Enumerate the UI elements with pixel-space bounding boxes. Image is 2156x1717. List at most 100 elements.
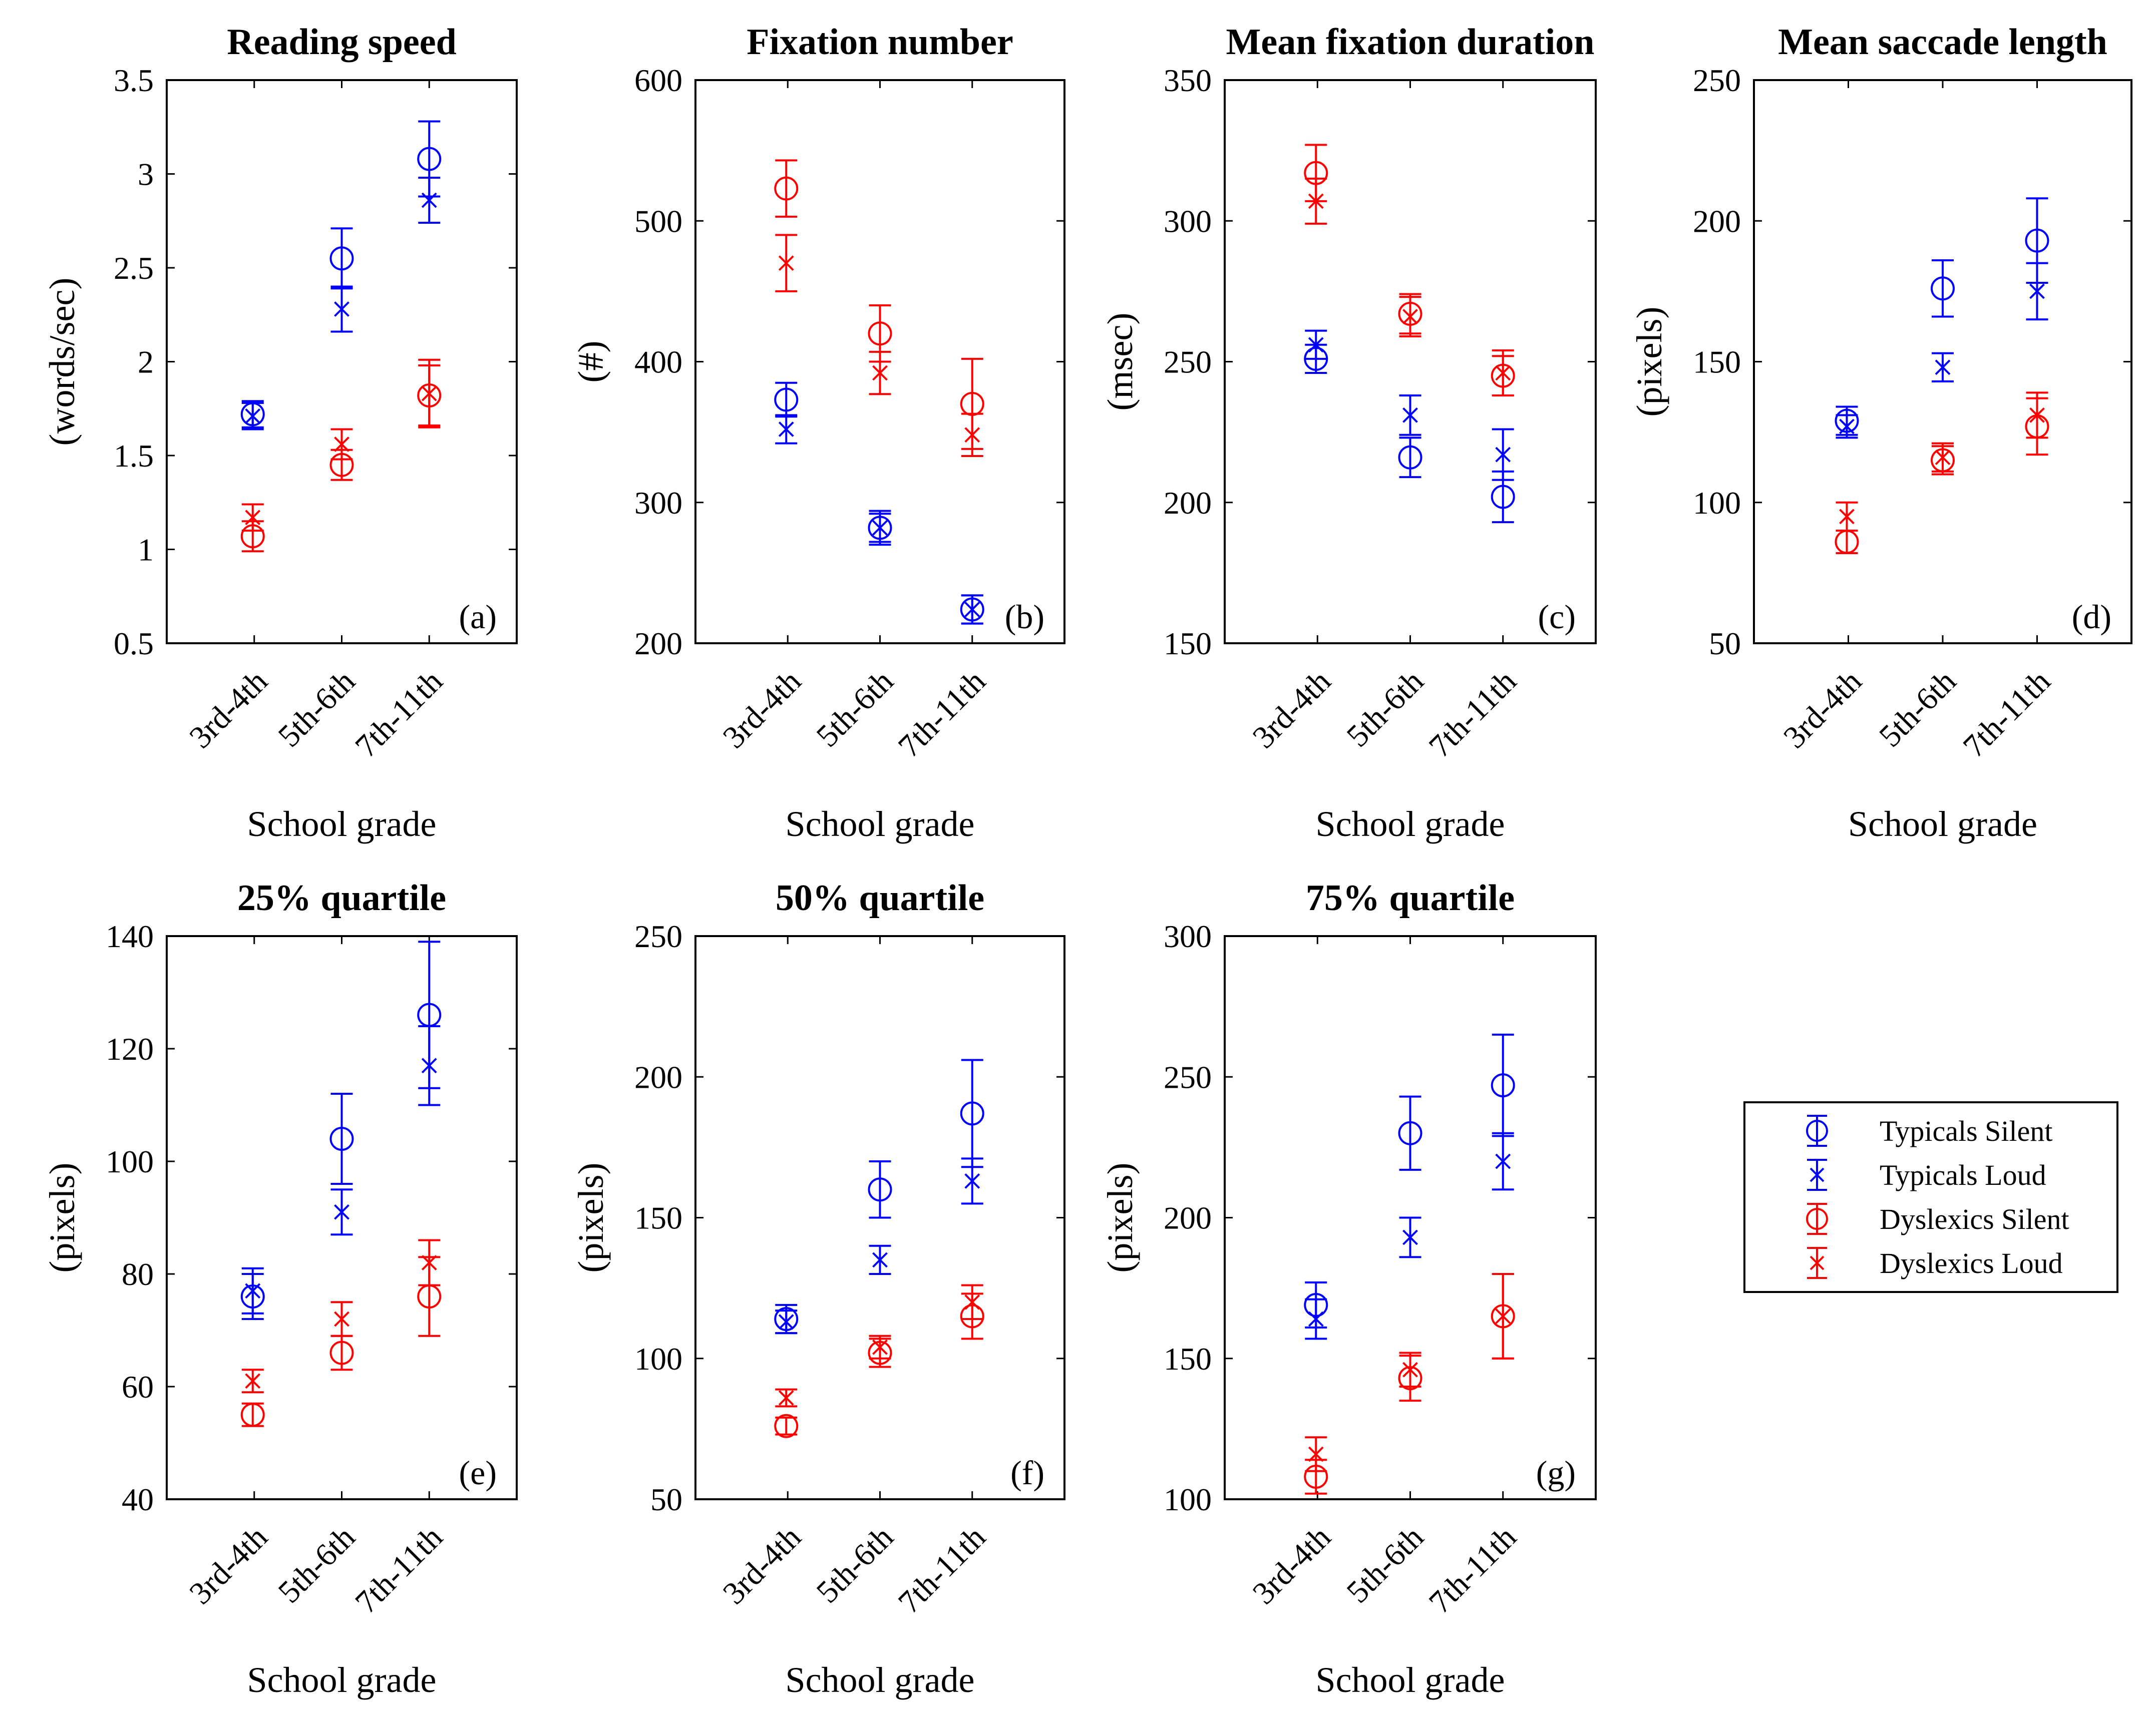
circle-marker bbox=[329, 1127, 354, 1151]
data-point bbox=[961, 1284, 983, 1320]
x-tick-label: 7th-11th bbox=[1422, 1519, 1523, 1620]
legend-label: Typicals Loud bbox=[1880, 1159, 2046, 1191]
panel-5: 25% quartile 40 60 80 100 120 140 3rd-4th5th-6t… bbox=[42, 878, 518, 1700]
x-marker-stroke bbox=[872, 520, 888, 536]
data-point bbox=[241, 402, 264, 431]
data-point bbox=[1491, 1033, 1515, 1137]
circle-marker bbox=[2025, 228, 2049, 253]
x-marker-stroke bbox=[1402, 1229, 1418, 1245]
x-tick-label: 5th-6th bbox=[271, 663, 362, 754]
data-point bbox=[329, 227, 354, 290]
data-point bbox=[868, 1160, 892, 1219]
circle-marker bbox=[329, 1341, 354, 1365]
legend-label: Typicals Silent bbox=[1880, 1115, 2053, 1147]
data-point bbox=[1305, 1436, 1327, 1472]
x-marker-stroke bbox=[778, 255, 794, 271]
x-tick-label: 3rd-4th bbox=[182, 1519, 274, 1611]
x-marker-stroke bbox=[245, 408, 261, 424]
x-marker-stroke bbox=[245, 1283, 261, 1299]
y-tick-label: 100 bbox=[106, 1144, 154, 1179]
x-marker-stroke bbox=[872, 1339, 888, 1355]
circle-marker bbox=[1398, 445, 1422, 470]
data-point bbox=[241, 503, 264, 532]
panel-letter: (f) bbox=[1010, 1454, 1044, 1492]
panel-title: 25% quartile bbox=[237, 878, 446, 919]
data-point bbox=[1835, 530, 1859, 554]
data-point bbox=[960, 1059, 984, 1168]
x-axis-label: School grade bbox=[1316, 1660, 1505, 1700]
data-point bbox=[774, 1414, 799, 1438]
x-tick-label: 5th-6th bbox=[1339, 1519, 1430, 1610]
x-marker-stroke bbox=[245, 510, 261, 526]
data-point bbox=[1836, 501, 1858, 532]
circle-marker bbox=[774, 387, 799, 412]
legend-entry: Dyslexics Loud bbox=[1807, 1247, 2063, 1279]
x-axis-label: School grade bbox=[1848, 804, 2037, 844]
y-tick-label: 200 bbox=[1693, 203, 1741, 239]
data-point bbox=[329, 1335, 354, 1371]
panel-6: 50% quartile 50 100 150 200 250 3rd-4th 5th-6th… bbox=[571, 878, 1065, 1700]
data-point bbox=[1932, 352, 1954, 382]
axis-box bbox=[166, 79, 518, 644]
y-tick-label: 500 bbox=[634, 203, 682, 239]
x-tick-label: 3rd-4th bbox=[1776, 663, 1868, 755]
data-point bbox=[1492, 1132, 1514, 1191]
y-tick-label: 1.5 bbox=[114, 438, 154, 474]
data-point bbox=[330, 285, 353, 333]
x-marker-stroke bbox=[421, 385, 437, 401]
y-tick-label: 300 bbox=[1164, 203, 1212, 239]
y-tick-label: 400 bbox=[634, 344, 682, 380]
x-tick-label: 3rd-4th bbox=[716, 663, 808, 755]
legend-entry: Typicals Loud bbox=[1807, 1159, 2046, 1191]
x-marker-stroke bbox=[1402, 309, 1418, 324]
data-point bbox=[418, 358, 441, 428]
y-tick-label: 300 bbox=[634, 485, 682, 521]
x-marker-stroke bbox=[1308, 193, 1324, 209]
y-tick-label: 150 bbox=[1164, 626, 1212, 661]
x-tick-label: 5th-6th bbox=[809, 1519, 900, 1610]
x-marker-stroke bbox=[964, 427, 980, 443]
panel-letter: (a) bbox=[459, 598, 497, 636]
y-axis-label: (msec) bbox=[1100, 313, 1140, 411]
x-marker-stroke bbox=[1402, 1362, 1418, 1378]
legend-circle-marker bbox=[1806, 1208, 1828, 1230]
data-point bbox=[1398, 437, 1422, 479]
data-point bbox=[1399, 296, 1421, 337]
x-marker-stroke bbox=[964, 602, 980, 617]
x-tick-label: 3rd-4th bbox=[1246, 1519, 1337, 1611]
x-tick-label: 5th-6th bbox=[1872, 663, 1963, 754]
x-axis-label: School grade bbox=[247, 1660, 437, 1700]
circle-marker bbox=[868, 321, 892, 346]
y-tick-label: 150 bbox=[634, 1200, 682, 1236]
panel-title: Mean saccade length bbox=[1778, 22, 2107, 63]
y-tick-label: 200 bbox=[634, 626, 682, 661]
data-point bbox=[418, 1025, 441, 1106]
data-point bbox=[240, 1402, 265, 1427]
x-tick-label: 7th-11th bbox=[1422, 663, 1523, 764]
x-tick-label: 7th-11th bbox=[348, 1519, 449, 1620]
x-marker-stroke bbox=[1308, 1311, 1324, 1327]
data-point bbox=[869, 1244, 891, 1275]
y-tick-label: 200 bbox=[1164, 485, 1212, 521]
x-marker-stroke bbox=[2029, 407, 2045, 423]
y-tick-label: 250 bbox=[1693, 63, 1741, 98]
x-marker-stroke bbox=[964, 1294, 980, 1310]
data-point bbox=[1836, 414, 1858, 439]
x-axis-label: School grade bbox=[786, 804, 975, 844]
legend-label: Dyslexics Loud bbox=[1880, 1247, 2063, 1279]
x-marker-stroke bbox=[1935, 450, 1951, 466]
y-tick-label: 40 bbox=[122, 1482, 154, 1517]
x-marker-stroke bbox=[1839, 509, 1855, 525]
circle-marker bbox=[1931, 276, 1955, 301]
data-point bbox=[241, 1369, 264, 1394]
y-axis-label: (pixels) bbox=[42, 1163, 82, 1273]
data-point bbox=[869, 350, 891, 395]
circle-marker bbox=[329, 246, 354, 271]
y-tick-label: 250 bbox=[1164, 1059, 1212, 1095]
data-point bbox=[1399, 1216, 1421, 1258]
axis-box bbox=[1224, 79, 1597, 644]
x-marker-stroke bbox=[964, 1173, 980, 1189]
y-tick-label: 0.5 bbox=[114, 626, 154, 661]
data-point bbox=[869, 513, 891, 543]
circle-marker bbox=[1491, 1073, 1515, 1098]
